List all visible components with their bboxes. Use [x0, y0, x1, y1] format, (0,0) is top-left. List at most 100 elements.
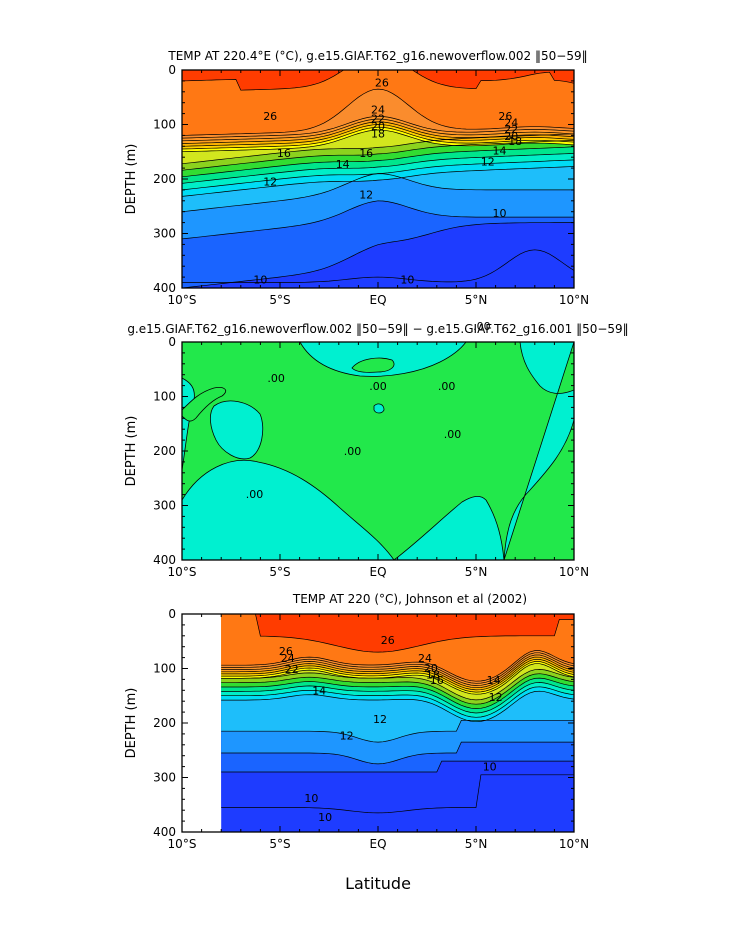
isotherm-10 [182, 249, 574, 283]
isotherm-25 [221, 652, 574, 684]
x-tick-label: 5°S [269, 837, 290, 851]
y-tick-label: 200 [153, 444, 176, 458]
contour-label: 12 [340, 729, 354, 742]
isotherm-25 [182, 115, 574, 139]
panel-1-field [182, 70, 574, 288]
contour-label: 12 [481, 155, 495, 168]
isotherm-19 [182, 133, 574, 165]
isotherm-14 [221, 690, 574, 723]
contour-label: 18 [371, 128, 385, 141]
contour-label: .00 [473, 320, 491, 333]
y-tick-label: 300 [153, 499, 176, 513]
isotherm-20 [221, 663, 574, 695]
panel-2-region-east [503, 342, 574, 560]
contour-label: 10 [318, 811, 332, 824]
contour-label: 14 [487, 674, 501, 687]
contour-label: .00 [344, 445, 362, 458]
x-tick-label: 5°S [269, 293, 290, 307]
isotherm-22 [221, 658, 574, 691]
isotherm-22 [182, 124, 574, 147]
contour-label: 24 [504, 117, 518, 130]
contour-label: .00 [246, 488, 264, 501]
panel-2: g.e15.GIAF.T62_g16.newoverflow.002 ‖50−5… [124, 320, 629, 579]
contour-label: 12 [359, 189, 373, 202]
contour-label: 22 [285, 663, 299, 676]
x-tick-label: 10°N [559, 565, 589, 579]
isotherm-23 [221, 656, 574, 689]
contour-label: 16 [430, 674, 444, 687]
x-tick-label: 10°N [559, 837, 589, 851]
x-tick-label: EQ [369, 565, 386, 579]
x-tick-label: 5°N [465, 565, 488, 579]
isotherm-24 [221, 654, 574, 686]
x-tick-label: 5°N [465, 293, 488, 307]
contour-label: 26 [375, 76, 389, 89]
contour-label: 26 [263, 110, 277, 123]
isotherm-21 [182, 126, 574, 150]
panel-2-field [182, 342, 574, 560]
figure-x-axis-label: Latitude [345, 874, 411, 893]
panel-2-small-cyan-spot [373, 403, 385, 414]
isotherm-27 [221, 614, 574, 653]
isotherm-20 [182, 129, 574, 153]
contour-label: 14 [493, 145, 507, 158]
y-tick-label: 100 [153, 390, 176, 404]
isotherm-24 [182, 118, 574, 142]
contour-label: 10 [493, 207, 507, 220]
band-27 [221, 614, 574, 653]
contour-label: 20 [424, 662, 438, 675]
contour-label: 20 [371, 120, 385, 133]
panel-2-region-south-patch [210, 400, 264, 460]
x-tick-label: 5°N [465, 837, 488, 851]
y-tick-label: 100 [153, 662, 176, 676]
contour-label: 20 [504, 130, 518, 143]
isotherm-12 [221, 741, 574, 765]
isotherm-15 [221, 686, 574, 718]
isotherm-10 [221, 774, 574, 814]
isotherm-12 [182, 200, 574, 240]
isotherm-16 [221, 682, 574, 714]
panel-1-axes: 10°S 5°S EQ 5°N 10°N 0 100 200 300 400 DEPTH (m) [124, 63, 589, 307]
x-tick-label: EQ [369, 293, 386, 307]
isotherm-18 [221, 673, 574, 705]
contour-label: 26 [498, 110, 512, 123]
x-tick-label: 10°S [168, 293, 197, 307]
isotherm-16 [182, 153, 574, 184]
isotherm-11 [221, 760, 574, 773]
x-tick-label: 10°S [168, 837, 197, 851]
panel-2-left-green-intrusion [182, 387, 227, 422]
contour-label: 12 [373, 713, 387, 726]
panel-3-axes: 10°S 5°S EQ 5°N 10°N 0 100 200 300 400 DEPTH (m) [124, 607, 589, 851]
contour-label: 10 [304, 792, 318, 805]
y-tick-label: 100 [153, 118, 176, 132]
contour-label: 14 [336, 158, 350, 171]
y-tick-label: 0 [168, 63, 176, 77]
isotherm-17 [182, 146, 574, 178]
x-tick-label: 5°S [269, 565, 290, 579]
contour-label: 18 [426, 668, 440, 681]
panel-2-small-green-island [351, 357, 395, 373]
panel-3-title: TEMP AT 220 (°C), Johnson et al (2002) [292, 592, 527, 606]
isotherm-21 [221, 661, 574, 693]
contour-label: 26 [381, 634, 395, 647]
panel-1-title: TEMP AT 220.4°E (°C), g.e15.GIAF.T62_g16… [167, 49, 587, 63]
isotherm-15 [182, 159, 574, 191]
panel-3-missing-data-area [182, 614, 220, 832]
contour-label: .00 [444, 428, 462, 441]
contour-label: 22 [371, 112, 385, 125]
contour-label: 24 [371, 104, 385, 117]
x-tick-label: 10°S [168, 565, 197, 579]
y-tick-label: 400 [153, 281, 176, 295]
isotherm-23 [182, 121, 574, 144]
contour-label: 10 [400, 274, 414, 287]
isotherm-26 [221, 650, 574, 682]
x-tick-label: EQ [369, 837, 386, 851]
y-tick-label: 0 [168, 607, 176, 621]
contour-label: .00 [267, 372, 285, 385]
contour-label: 18 [508, 135, 522, 148]
contour-label: 10 [253, 274, 267, 287]
isotherm-13 [221, 719, 574, 743]
contour-label: 14 [312, 685, 326, 698]
